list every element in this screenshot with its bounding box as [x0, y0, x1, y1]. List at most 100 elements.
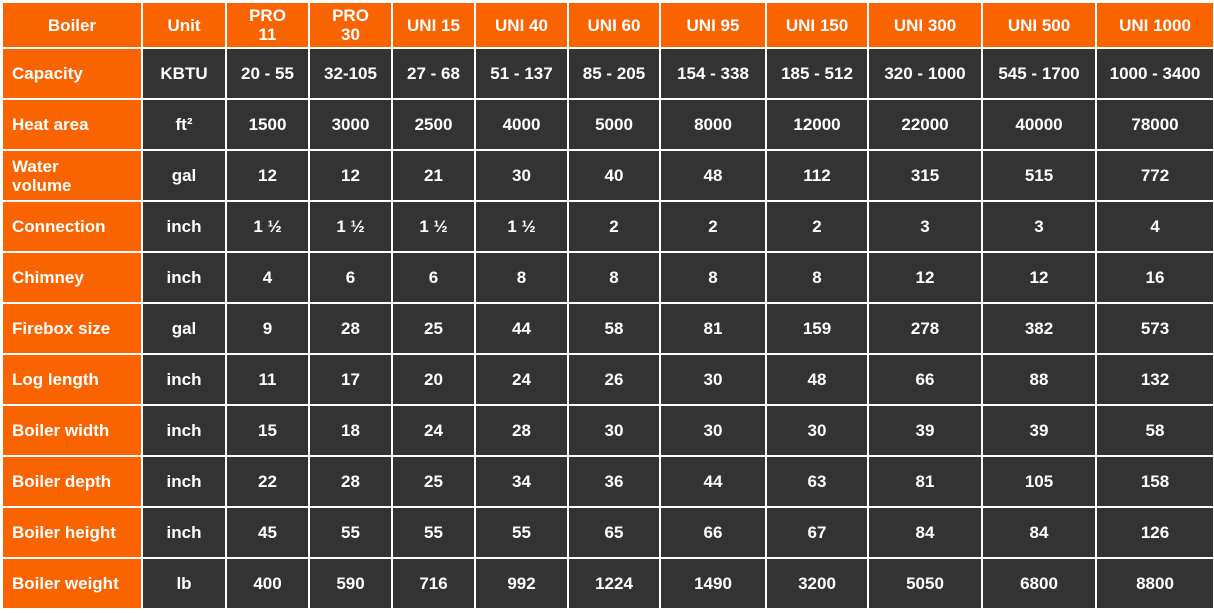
value-cell: 315	[867, 149, 983, 202]
unit-cell: gal	[141, 302, 227, 355]
value-cell: 51 - 137	[474, 47, 569, 100]
value-cell: 8800	[1095, 557, 1214, 610]
value-cell: 6	[391, 251, 476, 304]
value-cell: 26	[567, 353, 661, 406]
value-cell: 716	[391, 557, 476, 610]
value-cell: 39	[867, 404, 983, 457]
value-cell: 36	[567, 455, 661, 508]
value-cell: 12	[867, 251, 983, 304]
value-cell: 515	[981, 149, 1097, 202]
unit-cell: inch	[141, 506, 227, 559]
value-cell: 78000	[1095, 98, 1214, 151]
value-cell: 18	[308, 404, 393, 457]
table-row: Heat area ft² 1500 3000 2500 4000 5000 8000 1200…	[1, 98, 1214, 151]
value-cell: 40000	[981, 98, 1097, 151]
value-cell: 12	[981, 251, 1097, 304]
value-cell: 25	[391, 302, 476, 355]
value-cell: 1490	[659, 557, 767, 610]
value-cell: 63	[765, 455, 869, 508]
row-label: Log length	[1, 353, 143, 406]
header-row: Boiler Unit PRO 11 PRO 30 UNI 15 UNI 40 UNI 60…	[1, 1, 1214, 49]
value-cell: 159	[765, 302, 869, 355]
value-cell: 30	[659, 353, 767, 406]
value-cell: 3200	[765, 557, 869, 610]
row-label: Boiler depth	[1, 455, 143, 508]
row-label: Firebox size	[1, 302, 143, 355]
value-cell: 382	[981, 302, 1097, 355]
value-cell: 55	[391, 506, 476, 559]
value-cell: 30	[659, 404, 767, 457]
value-cell: 85 - 205	[567, 47, 661, 100]
table-row: Capacity KBTU 20 - 55 32-105 27 - 68 51 - 137…	[1, 47, 1214, 100]
value-cell: 8	[765, 251, 869, 304]
value-cell: 400	[225, 557, 310, 610]
value-cell: 1 ½	[308, 200, 393, 253]
value-cell: 84	[981, 506, 1097, 559]
value-cell: 66	[659, 506, 767, 559]
row-label: Capacity	[1, 47, 143, 100]
value-cell: 320 - 1000	[867, 47, 983, 100]
value-cell: 44	[474, 302, 569, 355]
value-cell: 11	[225, 353, 310, 406]
column-header: UNI 150	[765, 1, 869, 49]
value-cell: 3	[867, 200, 983, 253]
value-cell: 81	[659, 302, 767, 355]
unit-cell: inch	[141, 251, 227, 304]
value-cell: 992	[474, 557, 569, 610]
table-row: Firebox size gal 9 28 25 44 58 81 159 278 382 573	[1, 302, 1214, 355]
value-cell: 30	[474, 149, 569, 202]
row-label: Boiler width	[1, 404, 143, 457]
table-row: Chimney inch 4 6 6 8 8 8 8 12 12 16	[1, 251, 1214, 304]
table-row: Boiler weight lb 400 590 716 992 1224 1490 3200 5…	[1, 557, 1214, 610]
row-label: Water volume	[1, 149, 143, 202]
value-cell: 48	[765, 353, 869, 406]
row-label: Boiler height	[1, 506, 143, 559]
table-row: Water volume gal 12 12 21 30 40 48 112 315 515 772	[1, 149, 1214, 202]
value-cell: 8	[474, 251, 569, 304]
unit-cell: inch	[141, 353, 227, 406]
unit-cell: inch	[141, 455, 227, 508]
column-header: UNI 500	[981, 1, 1097, 49]
column-header: UNI 1000	[1095, 1, 1214, 49]
value-cell: 16	[1095, 251, 1214, 304]
value-cell: 126	[1095, 506, 1214, 559]
value-cell: 22	[225, 455, 310, 508]
value-cell: 590	[308, 557, 393, 610]
value-cell: 1 ½	[225, 200, 310, 253]
value-cell: 84	[867, 506, 983, 559]
value-cell: 1224	[567, 557, 661, 610]
value-cell: 4	[1095, 200, 1214, 253]
value-cell: 40	[567, 149, 661, 202]
value-cell: 185 - 512	[765, 47, 869, 100]
value-cell: 17	[308, 353, 393, 406]
value-cell: 158	[1095, 455, 1214, 508]
value-cell: 34	[474, 455, 569, 508]
row-label: Boiler weight	[1, 557, 143, 610]
value-cell: 65	[567, 506, 661, 559]
row-label: Connection	[1, 200, 143, 253]
unit-cell: ft²	[141, 98, 227, 151]
value-cell: 2	[567, 200, 661, 253]
unit-cell: KBTU	[141, 47, 227, 100]
value-cell: 12	[225, 149, 310, 202]
value-cell: 22000	[867, 98, 983, 151]
value-cell: 2500	[391, 98, 476, 151]
value-cell: 5000	[567, 98, 661, 151]
unit-cell: lb	[141, 557, 227, 610]
value-cell: 6	[308, 251, 393, 304]
value-cell: 58	[1095, 404, 1214, 457]
table-row: Log length inch 11 17 20 24 26 30 48 66 88 132	[1, 353, 1214, 406]
value-cell: 3	[981, 200, 1097, 253]
value-cell: 24	[474, 353, 569, 406]
value-cell: 27 - 68	[391, 47, 476, 100]
value-cell: 1500	[225, 98, 310, 151]
value-cell: 772	[1095, 149, 1214, 202]
table-row: Boiler width inch 15 18 24 28 30 30 30 39 39 58	[1, 404, 1214, 457]
row-label: Chimney	[1, 251, 143, 304]
value-cell: 1 ½	[474, 200, 569, 253]
column-header: UNI 40	[474, 1, 569, 49]
value-cell: 12	[308, 149, 393, 202]
value-cell: 32-105	[308, 47, 393, 100]
